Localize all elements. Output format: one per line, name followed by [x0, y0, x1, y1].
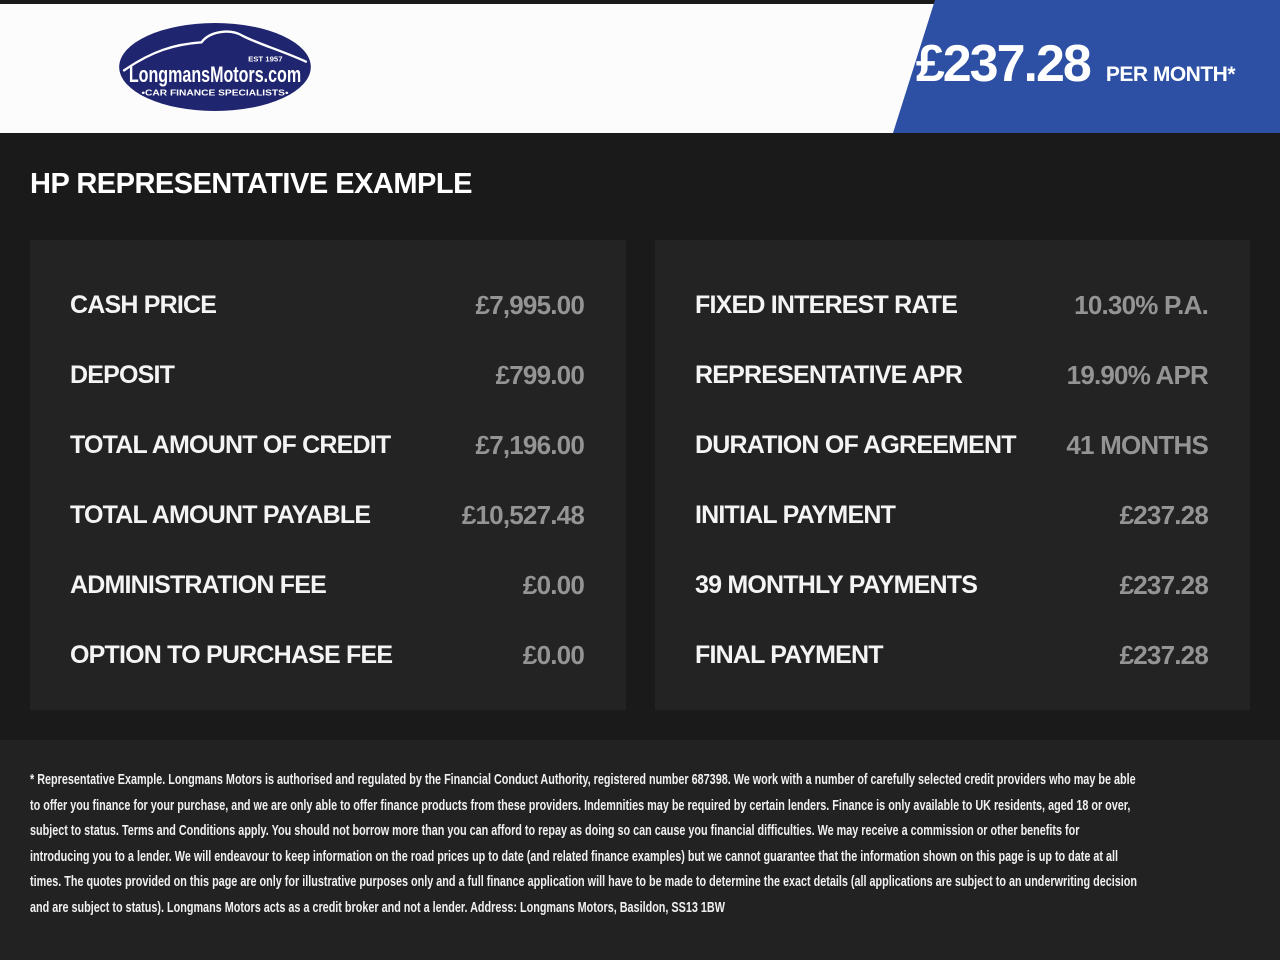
row-label: DEPOSIT	[70, 360, 175, 389]
disclaimer-text: * Representative Example. Longmans Motor…	[30, 771, 1137, 916]
row-label: FIXED INTEREST RATE	[695, 290, 958, 319]
monthly-price-value: £237.28	[915, 35, 1092, 93]
logo-oval-graphic: EST 1957 LongmansMotors.com •CAR FINANCE…	[119, 22, 311, 112]
row-label: FINAL PAYMENT	[695, 640, 884, 669]
row-value: £237.28	[1119, 569, 1209, 600]
page-title: HP REPRESENTATIVE EXAMPLE	[30, 168, 472, 200]
row-value: £7,995.00	[475, 289, 585, 320]
table-row: ADMINISTRATION FEE £0.00	[70, 550, 585, 620]
logo-tagline-text: •CAR FINANCE SPECIALISTS•	[141, 89, 288, 98]
row-value: £237.28	[1119, 639, 1209, 670]
row-value: £10,527.48	[461, 499, 585, 530]
table-row: 39 MONTHLY PAYMENTS £237.28	[695, 550, 1209, 620]
table-row: DURATION OF AGREEMENT 41 MONTHS	[695, 410, 1209, 480]
row-label: INITIAL PAYMENT	[695, 500, 896, 529]
row-value: £0.00	[522, 639, 585, 670]
table-row: INITIAL PAYMENT £237.28	[695, 480, 1209, 550]
per-month-label: PER MONTH*	[1105, 63, 1236, 86]
row-label: 39 MONTHLY PAYMENTS	[695, 570, 978, 599]
table-row: FINAL PAYMENT £237.28	[695, 620, 1209, 690]
row-label: CASH PRICE	[70, 290, 217, 319]
row-label: TOTAL AMOUNT OF CREDIT	[70, 430, 391, 459]
row-value: 41 MONTHS	[1066, 429, 1208, 460]
row-label: ADMINISTRATION FEE	[70, 570, 327, 599]
row-value: £237.28	[1119, 499, 1209, 530]
table-row: OPTION TO PURCHASE FEE £0.00	[70, 620, 585, 690]
row-value: £7,196.00	[475, 429, 585, 460]
row-label: DURATION OF AGREEMENT	[695, 430, 1017, 459]
table-row: REPRESENTATIVE APR 19.90% APR	[695, 340, 1209, 410]
row-value: 19.90% APR	[1066, 359, 1209, 390]
footer: * Representative Example. Longmans Motor…	[0, 740, 1280, 960]
row-value: £799.00	[495, 359, 585, 390]
top-border-line	[0, 0, 1280, 4]
car-silhouette-icon	[122, 30, 308, 72]
table-row: CASH PRICE £7,995.00	[70, 270, 585, 340]
table-row: FIXED INTEREST RATE 10.30% P.A.	[695, 270, 1209, 340]
finance-table-amounts: CASH PRICE £7,995.00 DEPOSIT £799.00 TOT…	[30, 240, 626, 710]
logo-name-text: LongmansMotors.com	[129, 62, 301, 87]
row-label: OPTION TO PURCHASE FEE	[70, 640, 393, 669]
header: EST 1957 LongmansMotors.com •CAR FINANCE…	[0, 0, 1280, 133]
monthly-price-banner: £237.28 PER MONTH*	[893, 0, 1280, 133]
table-row: TOTAL AMOUNT PAYABLE £10,527.48	[70, 480, 585, 550]
row-value: 10.30% P.A.	[1074, 289, 1209, 320]
logo-est-text: EST 1957	[248, 55, 282, 64]
row-value: £0.00	[522, 569, 585, 600]
row-label: TOTAL AMOUNT PAYABLE	[70, 500, 371, 529]
table-row: DEPOSIT £799.00	[70, 340, 585, 410]
finance-table-rates: FIXED INTEREST RATE 10.30% P.A. REPRESEN…	[655, 240, 1250, 710]
row-label: REPRESENTATIVE APR	[695, 360, 963, 389]
longmans-motors-logo[interactable]: EST 1957 LongmansMotors.com •CAR FINANCE…	[118, 22, 312, 112]
table-row: TOTAL AMOUNT OF CREDIT £7,196.00	[70, 410, 585, 480]
